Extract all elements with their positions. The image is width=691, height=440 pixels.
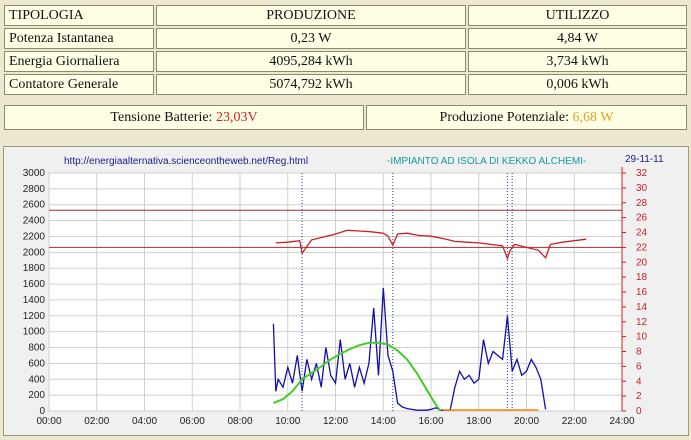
series-tensione-line: [275, 229, 587, 261]
chart-svg: http://energiaalternativa.scienceonthewe…: [23, 154, 664, 427]
chart-title: -IMPIANTO AD ISOLA DI KEKKO ALCHEMI-: [387, 156, 586, 167]
x-tick-label: 00:00: [36, 416, 61, 427]
y-left-tick-label: 2200: [23, 231, 46, 242]
produzione-value: 5074,792 kWh: [156, 74, 466, 95]
y-left-tick-label: 2400: [23, 216, 46, 227]
y-left-tick-label: 800: [28, 343, 45, 354]
x-tick-label: 22:00: [562, 416, 587, 427]
energy-chart: http://energiaalternativa.scienceonthewe…: [3, 146, 689, 436]
produzione-potenziale: Produzione Potenziale: 6,68 W: [366, 105, 687, 130]
tensione-label: Tensione Batterie:: [110, 109, 213, 125]
y-right-tick-label: 0: [636, 406, 642, 417]
series-produzione-line: [273, 341, 442, 412]
y-right-tick-label: 24: [636, 228, 648, 239]
produzione-value: 4095,284 kWh: [156, 51, 466, 72]
y-right-tick-label: 26: [636, 213, 648, 224]
y-right-tick-label: 12: [636, 317, 648, 328]
x-tick-label: 14:00: [371, 416, 396, 427]
tensione-value: 23,03V: [215, 109, 258, 125]
y-left-tick-label: 1600: [23, 279, 46, 290]
y-left-tick-label: 2800: [23, 184, 46, 195]
chart-date: 29-11-11: [625, 154, 664, 165]
y-right-tick-label: 30: [636, 183, 648, 194]
row-label: Energia Giornaliera: [4, 51, 154, 72]
y-right-tick-label: 18: [636, 272, 648, 283]
y-left-tick-label: 600: [28, 358, 45, 369]
x-tick-label: 04:00: [132, 416, 157, 427]
status-table: Tensione Batterie: 23,03V Produzione Pot…: [2, 103, 689, 132]
y-left-tick-label: 2000: [23, 247, 46, 258]
y-right-tick-label: 20: [636, 257, 648, 268]
utilizzo-value: 0,006 kWh: [468, 74, 687, 95]
summary-table: TIPOLOGIA PRODUZIONE UTILIZZO Potenza Is…: [2, 3, 689, 97]
y-right-tick-label: 4: [636, 376, 642, 387]
y-right-tick-label: 32: [636, 168, 648, 179]
status-row: Tensione Batterie: 23,03V Produzione Pot…: [4, 105, 687, 130]
row-label: Contatore Generale: [4, 74, 154, 95]
header-produzione: PRODUZIONE: [156, 5, 466, 26]
y-right-tick-label: 16: [636, 287, 648, 298]
y-left-tick-label: 1800: [23, 263, 46, 274]
y-right-tick-label: 10: [636, 332, 648, 343]
table-row: Energia Giornaliera 4095,284 kWh 3,734 k…: [4, 51, 687, 72]
table-row: Contatore Generale 5074,792 kWh 0,006 kW…: [4, 74, 687, 95]
row-label: Potenza Istantanea: [4, 28, 154, 49]
utilizzo-value: 3,734 kWh: [468, 51, 687, 72]
x-tick-label: 24:00: [609, 416, 634, 427]
series-utilizzo-line: [272, 287, 547, 411]
y-right-tick-label: 2: [636, 391, 642, 402]
y-right-tick-label: 14: [636, 302, 648, 313]
utilizzo-value: 4,84 W: [468, 28, 687, 49]
y-left-tick-label: 200: [28, 390, 45, 401]
y-left-tick-label: 1200: [23, 311, 46, 322]
table-header-row: TIPOLOGIA PRODUZIONE UTILIZZO: [4, 5, 687, 26]
x-tick-label: 06:00: [180, 416, 205, 427]
y-right-tick-label: 6: [636, 361, 642, 372]
y-right-tick-label: 8: [636, 347, 642, 358]
y-left-tick-label: 1000: [23, 327, 46, 338]
tensione-batterie: Tensione Batterie: 23,03V: [4, 105, 364, 130]
y-left-tick-label: 1400: [23, 295, 46, 306]
y-left-tick-label: 0: [39, 406, 45, 417]
x-tick-label: 08:00: [227, 416, 252, 427]
x-tick-label: 20:00: [514, 416, 539, 427]
table-row: Potenza Istantanea 0,23 W 4,84 W: [4, 28, 687, 49]
y-left-tick-label: 2600: [23, 200, 46, 211]
x-tick-label: 12:00: [323, 416, 348, 427]
header-tipologia: TIPOLOGIA: [4, 5, 154, 26]
produzione-potenziale-value: 6,68 W: [572, 109, 614, 125]
x-tick-label: 18:00: [466, 416, 491, 427]
y-right-tick-label: 22: [636, 242, 648, 253]
y-left-tick-label: 400: [28, 374, 45, 385]
x-tick-label: 16:00: [418, 416, 443, 427]
produzione-value: 0,23 W: [156, 28, 466, 49]
produzione-potenziale-label: Produzione Potenziale:: [439, 109, 569, 125]
y-left-tick-label: 3000: [23, 168, 46, 179]
chart-url: http://energiaalternativa.scienceonthewe…: [64, 156, 308, 167]
x-tick-label: 02:00: [84, 416, 109, 427]
header-utilizzo: UTILIZZO: [468, 5, 687, 26]
y-right-tick-label: 28: [636, 198, 648, 209]
x-tick-label: 10:00: [275, 416, 300, 427]
